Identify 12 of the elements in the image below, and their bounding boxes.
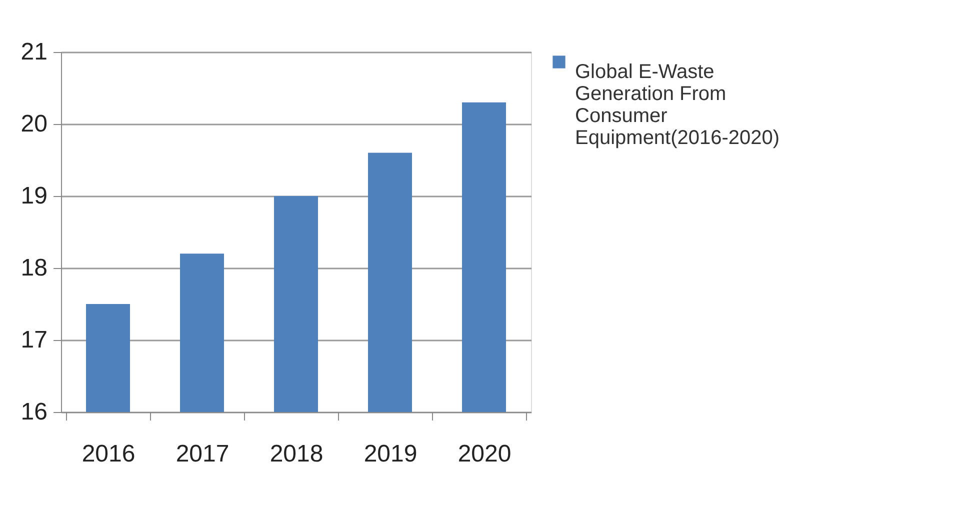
x-tick-label: 2019 xyxy=(364,440,418,468)
y-tick-label: 19 xyxy=(20,182,48,210)
x-tick-label: 2020 xyxy=(458,440,512,468)
legend-label: Global E-Waste Generation From Consumer Equipment(2016-2020) xyxy=(575,61,780,149)
y-tick-label: 21 xyxy=(20,38,48,66)
x-tick-label: 2017 xyxy=(176,440,230,468)
y-tick-label: 18 xyxy=(20,254,48,282)
y-tick-label: 20 xyxy=(20,110,48,138)
y-tick-label: 16 xyxy=(20,398,48,426)
x-tick-label: 2016 xyxy=(82,440,136,468)
y-tick-label: 17 xyxy=(20,326,48,354)
x-tick-label: 2018 xyxy=(270,440,324,468)
